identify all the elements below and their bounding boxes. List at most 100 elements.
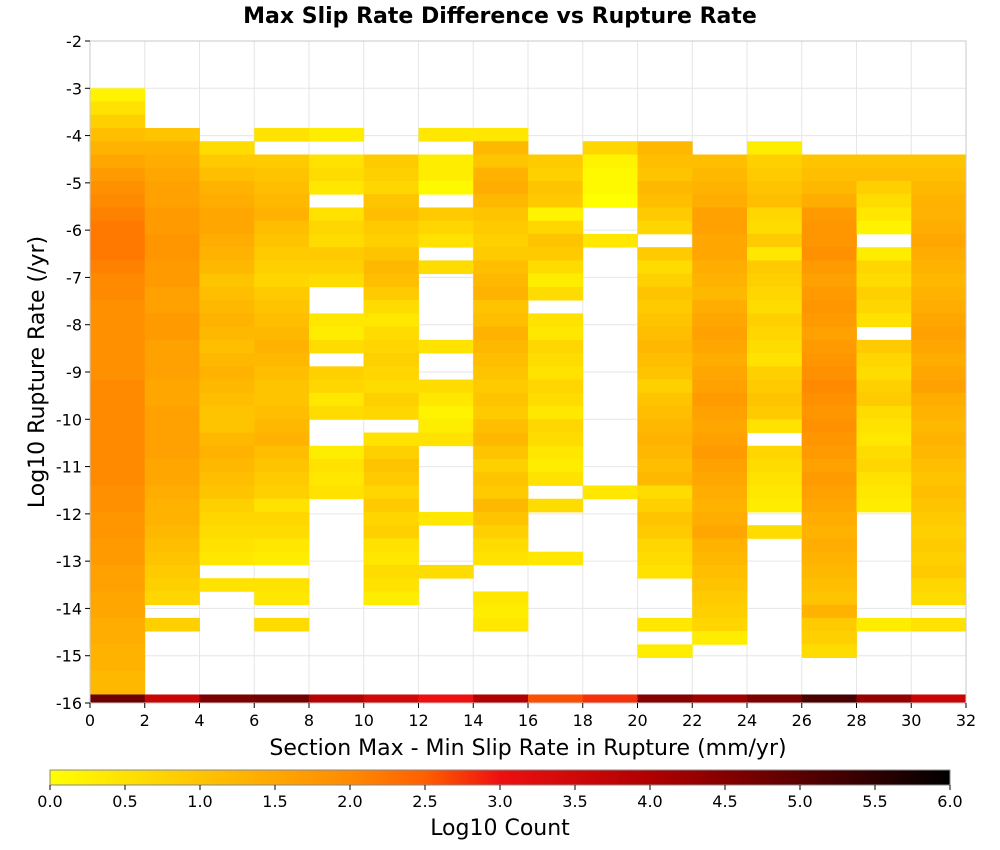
heatmap-cell [363,194,419,208]
heatmap-cell [199,353,255,367]
colorbar-tick-label: 3.0 [487,792,512,811]
heatmap-cell [911,392,967,407]
heatmap-cell [856,300,912,314]
heatmap-cell [856,339,912,354]
x-tick-label: 4 [194,711,204,730]
x-tick-label: 20 [627,711,647,730]
heatmap-cell [692,631,748,645]
heatmap-cell [144,313,200,328]
heatmap-cell [528,220,584,235]
heatmap-cell [692,167,748,182]
heatmap-cell [747,339,803,354]
heatmap-cell [144,525,200,539]
heatmap-cell [90,326,146,341]
heatmap-cell [199,485,255,500]
heatmap-cell [528,459,584,473]
heatmap-cell [856,273,912,288]
heatmap-cell [801,194,857,208]
heatmap-cell [747,247,803,261]
heatmap-cell [309,154,365,169]
heatmap-cell [254,180,310,195]
heatmap-cell [254,220,310,235]
heatmap-cell [473,617,529,632]
heatmap-cell [911,578,967,592]
heatmap-cell [199,551,255,566]
heatmap-cell [692,233,748,248]
heatmap-cell [363,406,419,420]
heatmap-cell [90,485,146,500]
heatmap-cell [911,379,967,394]
colorbar-tick-label: 5.5 [862,792,887,811]
heatmap-cell [582,180,638,195]
heatmap-cell [363,233,419,248]
heatmap-cell [418,339,474,354]
heatmap-cell [199,313,255,328]
heatmap-cell [637,525,693,539]
heatmap-cell [747,459,803,473]
heatmap-cell [363,459,419,473]
x-tick-label: 0 [85,711,95,730]
heatmap-cell [692,339,748,354]
heatmap-cell [363,379,419,394]
heatmap-cell [254,326,310,341]
y-tick-label: -6 [66,221,82,240]
y-tick-label: -15 [56,647,82,666]
heatmap-cell [801,472,857,486]
y-axis-label: Log10 Rupture Rate (/yr) [25,236,50,508]
heatmap-cell [199,511,255,526]
heatmap-cell [692,538,748,553]
heatmap-cell [801,538,857,553]
heatmap-cell [528,167,584,182]
colorbar [49,769,951,786]
heatmap-cell [144,485,200,500]
heatmap-cell [418,128,474,142]
heatmap-cell [692,591,748,606]
heatmap-cell [254,286,310,301]
heatmap-cell [363,564,419,579]
heatmap-cell [473,128,529,142]
heatmap-cell [309,128,365,142]
heatmap-cell [199,141,255,155]
y-tick-label: -9 [66,363,82,382]
heatmap-cell [254,694,310,704]
heatmap-cell [747,694,803,704]
heatmap-cell [911,180,967,195]
heatmap-cell [309,326,365,341]
heatmap-cell [254,445,310,460]
heatmap-cell [692,194,748,208]
heatmap-cell [637,459,693,473]
heatmap-cell [144,286,200,301]
heatmap-cell [144,339,200,354]
heatmap-cell [692,617,748,632]
heatmap-cell [692,459,748,473]
heatmap-cell [747,419,803,433]
heatmap-cell [801,591,857,606]
heatmap-cell [856,617,912,632]
heatmap-cell [309,313,365,328]
heatmap-cell [637,498,693,513]
heatmap-cell [309,220,365,235]
heatmap-cell [747,141,803,155]
heatmap-cell [856,392,912,407]
heatmap-cell [637,167,693,182]
heatmap-cell [90,114,146,129]
chart-title: Max Slip Rate Difference vs Rupture Rate [243,4,757,29]
heatmap-cell [801,273,857,288]
heatmap-cell [144,578,200,592]
heatmap-cell [801,406,857,420]
heatmap-cell [801,366,857,380]
heatmap-cell [199,180,255,195]
heatmap-cell [911,551,967,566]
heatmap-cell [90,260,146,275]
heatmap-cell [254,247,310,261]
heatmap-cell [90,591,146,606]
heatmap-cell [801,379,857,394]
heatmap-cell [254,617,310,632]
heatmap-cell [856,154,912,169]
heatmap-cell [747,207,803,222]
heatmap-cell [692,525,748,539]
heatmap-cell [473,498,529,513]
heatmap-cell [418,233,474,248]
heatmap-cell [747,366,803,380]
heatmap-cell [199,247,255,261]
